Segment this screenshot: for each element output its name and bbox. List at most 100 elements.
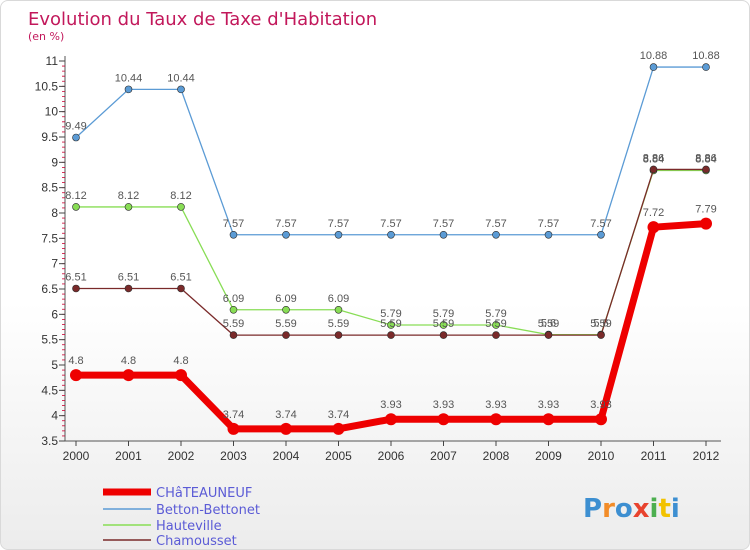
data-label: 8.84 bbox=[695, 153, 716, 165]
x-tick-label: 2012 bbox=[693, 449, 720, 463]
data-point bbox=[492, 321, 500, 329]
data-point bbox=[387, 230, 395, 239]
series-0: 4.8 4.8 4.8 3.74 3.74 3.74 3.93 3.93 3.93 3.93 3.9… bbox=[68, 204, 717, 435]
series-3: 6.51 6.51 6.51 5.59 5.59 5.59 5.59 5.59 5.59 5.59… bbox=[65, 152, 717, 339]
data-point bbox=[177, 284, 185, 293]
data-label: 5.59 bbox=[590, 318, 611, 330]
data-label: 7.57 bbox=[328, 218, 349, 230]
data-point bbox=[282, 305, 290, 314]
data-point bbox=[229, 331, 238, 339]
data-label: 10.44 bbox=[167, 72, 195, 84]
data-label: 7.57 bbox=[590, 218, 611, 230]
data-point bbox=[439, 321, 448, 329]
data-label: 3.74 bbox=[223, 409, 244, 421]
data-point bbox=[334, 331, 343, 339]
x-tick-label: 2007 bbox=[430, 449, 457, 463]
data-point bbox=[542, 413, 555, 426]
data-point bbox=[387, 321, 395, 329]
data-label: 5.79 bbox=[380, 308, 401, 320]
data-label: 7.57 bbox=[380, 218, 401, 230]
x-tick-label: 2006 bbox=[378, 449, 405, 463]
data-label: 8.12 bbox=[65, 190, 86, 202]
data-label: 5.59 bbox=[538, 318, 559, 330]
data-point bbox=[437, 413, 450, 426]
data-point bbox=[702, 165, 710, 174]
x-tick-label: 2009 bbox=[535, 449, 562, 463]
y-tick-label: 4 bbox=[51, 409, 58, 423]
data-point bbox=[334, 305, 343, 314]
data-label: 5.59 bbox=[380, 318, 401, 330]
legend: CHâTEAUNEUF Betton-BettonetHautevilleCham… bbox=[103, 486, 260, 549]
data-point bbox=[492, 230, 500, 239]
data-label: 5.6 bbox=[593, 318, 608, 330]
legend-label: Betton-Bettonet bbox=[156, 503, 260, 518]
data-label: 8.12 bbox=[170, 190, 191, 202]
data-point bbox=[229, 230, 238, 239]
data-label: 3.93 bbox=[485, 399, 506, 411]
x-tick-label: 2000 bbox=[63, 449, 90, 463]
data-point bbox=[439, 230, 448, 239]
data-label: 6.09 bbox=[275, 293, 296, 305]
data-label: 3.93 bbox=[538, 399, 559, 411]
data-label: 3.93 bbox=[433, 399, 454, 411]
y-tick-label: 8 bbox=[51, 206, 58, 220]
y-tick-label: 8.5 bbox=[41, 181, 58, 195]
data-point bbox=[597, 230, 605, 239]
data-point bbox=[490, 413, 502, 426]
data-label: 8.84 bbox=[643, 153, 664, 165]
data-point bbox=[385, 413, 397, 426]
data-label: 5.59 bbox=[433, 318, 454, 330]
data-point bbox=[124, 85, 133, 94]
data-label: 3.74 bbox=[328, 409, 349, 421]
y-tick-label: 9 bbox=[51, 155, 58, 169]
data-point bbox=[72, 284, 80, 293]
data-label: 10.88 bbox=[640, 50, 668, 62]
data-label: 6.09 bbox=[223, 293, 244, 305]
data-label: 4.8 bbox=[173, 355, 188, 367]
y-tick-label: 4.5 bbox=[41, 383, 58, 397]
data-point bbox=[334, 230, 343, 239]
y-tick-label: 5 bbox=[51, 358, 58, 372]
data-point bbox=[122, 369, 135, 382]
x-tick-label: 2010 bbox=[588, 449, 615, 463]
data-point bbox=[175, 369, 187, 382]
y-tick-label: 5.5 bbox=[41, 333, 58, 347]
data-point bbox=[597, 331, 605, 339]
data-label: 9.49 bbox=[65, 121, 86, 133]
data-label: 5.59 bbox=[328, 318, 349, 330]
proxiti-logo: Proxiti bbox=[583, 494, 680, 524]
data-label: 7.57 bbox=[275, 218, 296, 230]
data-point bbox=[177, 85, 185, 94]
data-label: 3.74 bbox=[275, 409, 296, 421]
data-label: 7.57 bbox=[485, 218, 506, 230]
y-tick-label: 3.5 bbox=[41, 434, 58, 448]
y-tick-label: 7.5 bbox=[41, 231, 58, 245]
data-label: 5.79 bbox=[433, 308, 454, 320]
data-label: 5.6 bbox=[541, 318, 556, 330]
x-tick-label: 2002 bbox=[168, 449, 195, 463]
x-tick-label: 2004 bbox=[273, 449, 300, 463]
x-tick-label: 2011 bbox=[641, 449, 667, 463]
data-point bbox=[72, 203, 80, 211]
data-point bbox=[332, 422, 345, 435]
data-point bbox=[282, 230, 290, 239]
data-label: 7.79 bbox=[695, 204, 716, 216]
data-point bbox=[177, 203, 185, 211]
data-point bbox=[647, 221, 660, 234]
data-point bbox=[280, 422, 292, 435]
data-point bbox=[439, 331, 448, 339]
data-point bbox=[229, 305, 238, 314]
data-point bbox=[649, 165, 658, 174]
data-label: 6.51 bbox=[170, 271, 191, 283]
data-label: 5.59 bbox=[275, 318, 296, 330]
legend-label: CHâTEAUNEUF bbox=[156, 486, 252, 501]
data-label: 8.86 bbox=[643, 152, 664, 164]
x-tick-label: 2003 bbox=[220, 449, 247, 463]
data-point bbox=[227, 422, 240, 435]
data-label: 5.59 bbox=[485, 318, 506, 330]
data-point bbox=[72, 133, 80, 142]
data-point bbox=[544, 331, 553, 339]
series-layer: 9.49 10.44 10.44 7.57 7.57 7.57 7.57 7.57 7.57 7.… bbox=[65, 50, 720, 435]
data-label: 7.72 bbox=[643, 207, 664, 219]
